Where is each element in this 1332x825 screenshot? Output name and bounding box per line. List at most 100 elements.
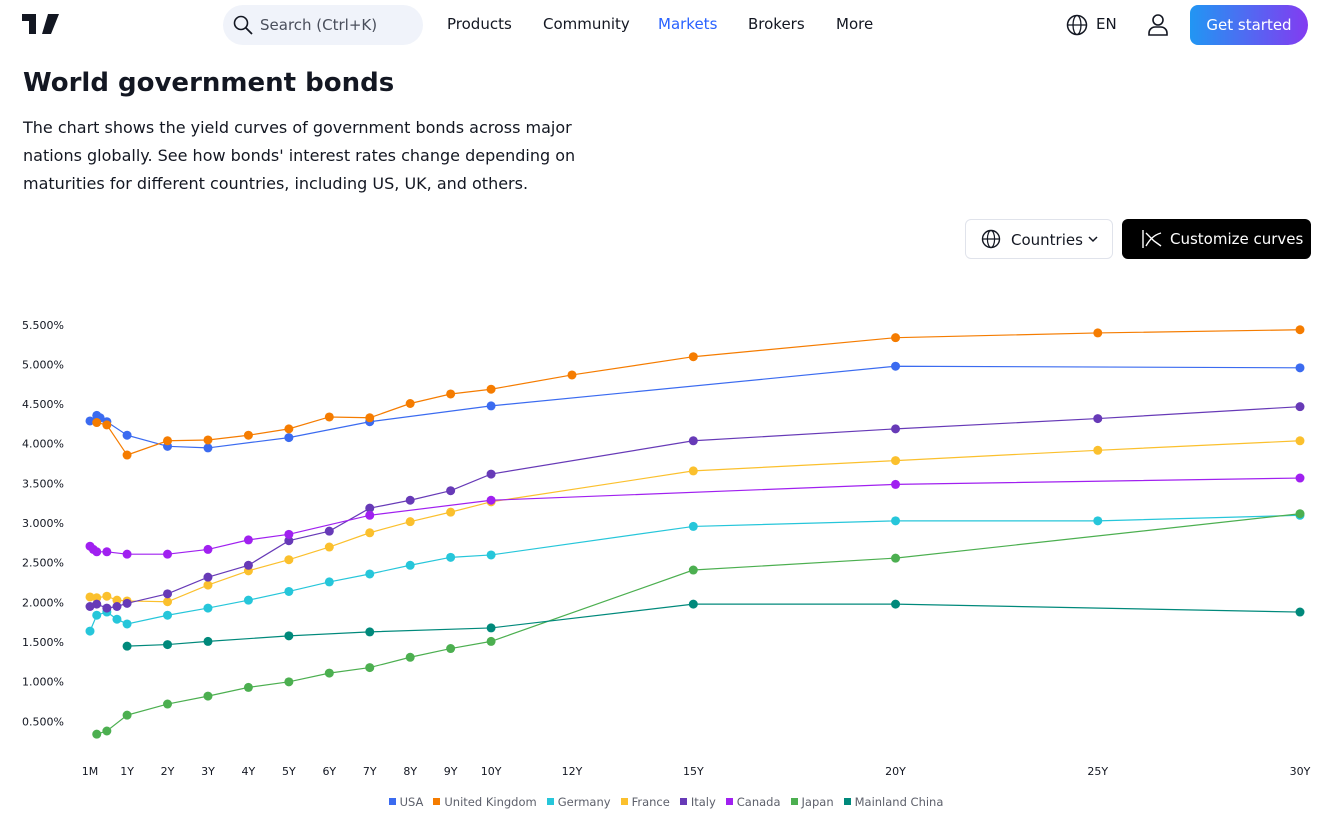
data-point (486, 495, 496, 505)
data-point (365, 503, 375, 513)
data-point (1295, 607, 1305, 617)
data-point (486, 384, 496, 394)
data-point (1093, 414, 1103, 424)
data-point (891, 599, 901, 609)
data-point (1295, 509, 1305, 519)
legend-item[interactable]: USA (388, 795, 423, 809)
data-point (112, 595, 122, 605)
data-point (85, 592, 95, 602)
data-point (243, 560, 253, 570)
page-title: World government bonds (23, 68, 395, 98)
x-tick-label: 7Y (363, 765, 377, 778)
data-point (203, 443, 213, 453)
y-tick-label: 2.000% (22, 596, 64, 609)
nav-link[interactable]: Markets (658, 15, 718, 33)
countries-button[interactable]: Countries (965, 219, 1113, 259)
legend-item[interactable]: Italy (679, 795, 716, 809)
legend-label: Mainland China (854, 795, 944, 809)
data-point (688, 436, 698, 446)
data-point (85, 416, 95, 426)
series-line (89, 477, 1301, 555)
data-point (243, 430, 253, 440)
nav-link[interactable]: Brokers (748, 15, 805, 33)
y-tick-label: 5.500% (22, 319, 64, 332)
data-point (365, 528, 375, 538)
data-point (284, 586, 294, 596)
user-icon[interactable] (1147, 13, 1169, 37)
data-point (203, 435, 213, 445)
data-point (891, 333, 901, 343)
data-point (486, 469, 496, 479)
data-point (405, 652, 415, 662)
data-point (92, 547, 102, 557)
yield-chart: 0.500% 1.000% 1.500% 2.000% 2.500% 3.000% 3.50… (22, 319, 1311, 778)
data-point (163, 610, 173, 620)
data-point (203, 691, 213, 701)
data-point (92, 418, 102, 428)
data-point (1295, 402, 1305, 412)
legend-item[interactable]: Mainland China (843, 795, 944, 809)
curves-icon (1142, 230, 1162, 248)
language[interactable]: EN (1096, 15, 1117, 33)
x-tick-label: 9Y (444, 765, 458, 778)
logo[interactable] (22, 14, 59, 34)
globe-icon[interactable] (1066, 14, 1088, 36)
x-tick-label: 1M (82, 765, 99, 778)
legend: USA United Kingdom Germany France Italy Canad… (0, 795, 1332, 809)
data-point (891, 516, 901, 526)
data-point (891, 456, 901, 466)
search-placeholder: Search (Ctrl+K) (260, 16, 378, 34)
data-point (405, 399, 415, 409)
legend-label: France (631, 795, 670, 809)
nav-link[interactable]: Products (447, 15, 512, 33)
get-started-button[interactable]: Get started (1190, 5, 1308, 45)
data-point (284, 631, 294, 641)
legend-label: Canada (736, 795, 781, 809)
data-point (567, 370, 577, 380)
legend-label: United Kingdom (444, 795, 537, 809)
data-point (446, 552, 456, 562)
legend-item[interactable]: United Kingdom (433, 795, 537, 809)
legend-item[interactable]: Germany (546, 795, 611, 809)
x-tick-label: 12Y (562, 765, 583, 778)
data-point (688, 521, 698, 531)
data-point (203, 544, 213, 554)
data-point (324, 412, 334, 422)
nav-link[interactable]: More (836, 15, 874, 33)
data-point (688, 466, 698, 476)
data-point (203, 580, 213, 590)
data-point (163, 699, 173, 709)
y-tick-label: 1.000% (22, 676, 64, 689)
legend-swatch (433, 798, 441, 805)
data-point (284, 433, 294, 443)
data-point (405, 560, 415, 570)
series-line (127, 603, 1301, 647)
data-point (688, 599, 698, 609)
legend-item[interactable]: Japan (790, 795, 834, 809)
legend-item[interactable]: France (620, 795, 670, 809)
legend-label: Japan (801, 795, 834, 809)
data-point (1093, 516, 1103, 526)
data-point (446, 389, 456, 399)
x-tick-label: 1Y (120, 765, 134, 778)
x-tick-label: 30Y (1290, 765, 1311, 778)
data-point (405, 517, 415, 527)
y-tick-label: 4.500% (22, 398, 64, 411)
legend-swatch (790, 798, 798, 805)
nav-link[interactable]: Community (543, 15, 630, 33)
data-point (163, 597, 173, 607)
data-point (1093, 445, 1103, 455)
legend-item[interactable]: Canada (725, 795, 781, 809)
x-tick-label: 3Y (201, 765, 215, 778)
data-point (1295, 363, 1305, 373)
data-point (486, 550, 496, 560)
data-point (122, 619, 132, 629)
x-tick-label: 25Y (1087, 765, 1108, 778)
data-point (405, 495, 415, 505)
customize-button[interactable]: Customize curves (1122, 219, 1311, 259)
legend-label: Germany (557, 795, 611, 809)
search-box[interactable]: Search (Ctrl+K) (223, 5, 423, 45)
data-point (365, 627, 375, 637)
y-tick-label: 4.000% (22, 438, 64, 451)
